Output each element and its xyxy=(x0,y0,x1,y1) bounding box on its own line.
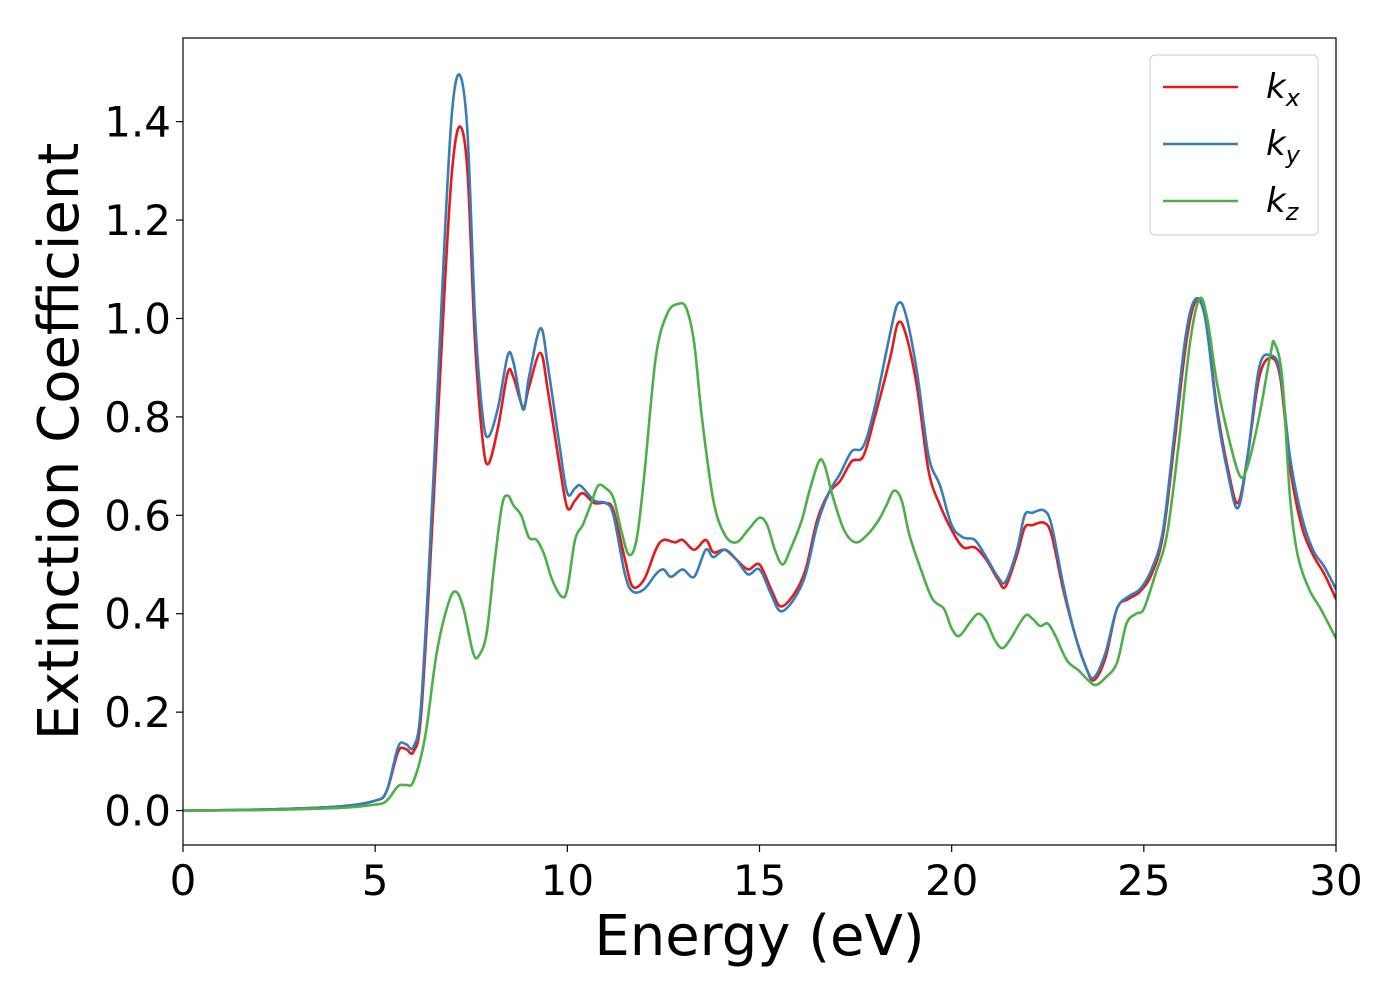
x-axis-label: Energy (eV) xyxy=(594,904,924,969)
x-tick-label: 25 xyxy=(1117,856,1170,905)
legend-label-kz: kz xyxy=(1266,181,1300,226)
series-layer xyxy=(183,73,1336,812)
y-tick-label: 0.0 xyxy=(104,787,171,836)
y-tick-label: 1.4 xyxy=(104,98,171,147)
y-tick-label: 1.2 xyxy=(104,196,171,245)
y-tick-label: 0.6 xyxy=(104,491,171,540)
legend-label-ky: ky xyxy=(1266,124,1301,169)
series-line-ky xyxy=(183,73,1336,812)
plot-area xyxy=(183,38,1336,845)
x-tick-label: 15 xyxy=(733,856,786,905)
series-line-kz xyxy=(183,296,1336,812)
x-tick-label: 10 xyxy=(541,856,594,905)
y-axis-label: Extinction Coefficient xyxy=(27,143,92,741)
y-tick-label: 0.4 xyxy=(104,590,171,639)
x-tick-label: 20 xyxy=(925,856,978,905)
x-axis-ticks: 0 5 10 15 20 25 30 xyxy=(170,845,1363,905)
legend-label-kx: kx xyxy=(1266,67,1301,112)
legend: kx ky kz xyxy=(1149,54,1319,236)
x-tick-label: 30 xyxy=(1309,856,1362,905)
y-tick-label: 0.2 xyxy=(104,688,171,737)
y-axis-ticks: 0.0 0.2 0.4 0.6 0.8 1.0 1.2 1.4 xyxy=(104,98,183,836)
x-tick-label: 5 xyxy=(362,856,389,905)
y-tick-label: 1.0 xyxy=(104,294,171,343)
x-tick-label: 0 xyxy=(170,856,197,905)
y-tick-label: 0.8 xyxy=(104,393,171,442)
